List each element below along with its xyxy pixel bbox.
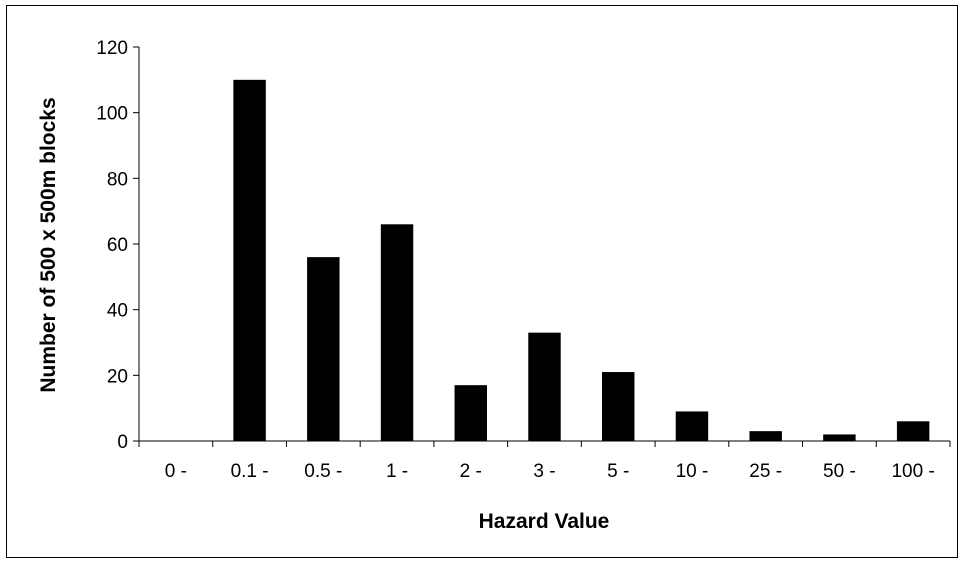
chart-frame [6, 5, 958, 558]
bars-layer [233, 79, 930, 441]
x-tick-label: 10 - [676, 461, 709, 482]
x-tick-label: 0.5 - [304, 461, 342, 482]
x-tick-label: 5 - [607, 461, 629, 482]
bar [823, 434, 856, 441]
y-axis-title: Number of 500 x 500m blocks [37, 97, 60, 392]
y-axis-ticks: 0 20 40 60 80 100 120 [96, 38, 139, 453]
bar [380, 224, 414, 441]
bar [307, 257, 340, 441]
y-tick-label: 100 [96, 104, 128, 125]
bar [454, 385, 487, 441]
x-tick-label: 1 - [386, 461, 408, 482]
x-tick-label: 3 - [533, 461, 555, 482]
y-tick-label: 120 [96, 38, 128, 59]
bar [749, 431, 782, 441]
x-tick-label: 100 - [891, 461, 934, 482]
y-tick-label: 20 [107, 366, 128, 387]
x-tick-label: 2 - [460, 461, 482, 482]
x-axis-ticks: 0 - 0.1 - 0.5 - 1 - 2 - 3 - 5 - 10 - 25 - 50 - 100… [138, 441, 951, 482]
bar [233, 79, 266, 441]
x-tick-label: 0 - [165, 461, 187, 482]
x-tick-label: 0.1 - [231, 461, 269, 482]
x-tick-label: 50 - [823, 461, 856, 482]
x-axis-title: Hazard Value [479, 510, 610, 533]
x-tick-label: 25 - [749, 461, 782, 482]
bar [528, 332, 561, 441]
bar [896, 421, 930, 441]
bar [602, 372, 635, 441]
y-tick-label: 40 [107, 301, 128, 322]
bar [675, 411, 709, 441]
y-tick-label: 0 [117, 432, 128, 453]
y-tick-label: 80 [107, 169, 128, 190]
y-tick-label: 60 [107, 235, 128, 256]
